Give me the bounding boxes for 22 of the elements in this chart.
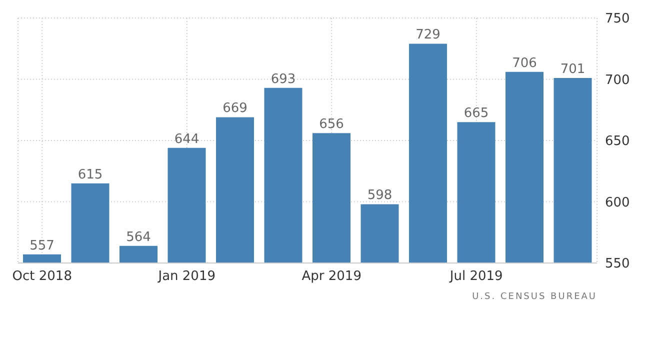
text: U.S. CENSUS BUREAU [472,292,597,302]
data-label: 693 [270,72,296,87]
y-tick-label: 600 [605,195,630,210]
data-label: 615 [78,167,103,182]
data-label: 598 [367,188,392,204]
data-label: 729 [416,28,440,43]
y-tick-label: 650 [605,134,630,150]
data-label: 706 [512,56,537,71]
data-label: 701 [560,62,586,78]
x-tick-label: Jan 2019 [157,269,216,284]
data-label: 669 [222,101,248,116]
x-tick-label: Apr 2019 [302,269,362,284]
x-tick-label: Oct 2018 [12,269,72,284]
y-tick-label: 700 [605,72,630,88]
data-label: 557 [30,238,54,254]
data-label: 656 [319,117,344,132]
data-label: 644 [174,132,200,147]
y-tick-label: 550 [605,256,630,272]
y-tick-label: 750 [605,12,630,27]
x-tick-label: Jul 2019 [448,269,503,284]
data-label: 665 [464,106,489,122]
data-label: 564 [126,230,151,245]
